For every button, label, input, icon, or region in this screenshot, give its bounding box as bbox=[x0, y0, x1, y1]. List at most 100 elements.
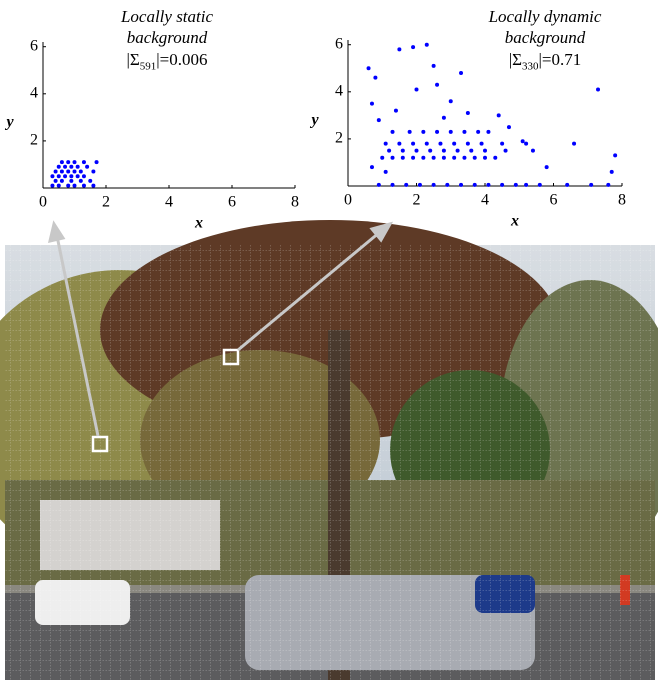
annotation-text: |=0.71 bbox=[539, 50, 582, 69]
point bbox=[418, 183, 422, 187]
point bbox=[445, 183, 449, 187]
x-axis-label: x bbox=[194, 215, 203, 232]
canvas: 02468246xy02468246xy bbox=[0, 0, 658, 680]
point bbox=[79, 179, 83, 183]
x-tick-label: 6 bbox=[550, 192, 558, 209]
point bbox=[401, 149, 405, 153]
x-axis-label: x bbox=[510, 213, 519, 230]
y-axis-label: y bbox=[4, 114, 14, 131]
point bbox=[442, 116, 446, 120]
point bbox=[387, 149, 391, 153]
point bbox=[538, 183, 542, 187]
point bbox=[66, 184, 70, 188]
point bbox=[63, 174, 67, 178]
annotation-subscript: 330 bbox=[522, 60, 539, 72]
point bbox=[54, 170, 58, 174]
point bbox=[79, 170, 83, 174]
point bbox=[69, 165, 73, 169]
point bbox=[483, 149, 487, 153]
point bbox=[469, 149, 473, 153]
point bbox=[483, 156, 487, 160]
point bbox=[73, 160, 77, 164]
point bbox=[66, 160, 70, 164]
y-tick-label: 4 bbox=[335, 82, 343, 99]
figure: 02468246xy02468246xy Locally static back… bbox=[0, 0, 658, 680]
point bbox=[459, 71, 463, 75]
point bbox=[57, 165, 61, 169]
point bbox=[69, 174, 73, 178]
point bbox=[60, 160, 64, 164]
point bbox=[504, 149, 508, 153]
point bbox=[377, 118, 381, 122]
point bbox=[596, 87, 600, 91]
x-tick-label: 8 bbox=[291, 194, 299, 211]
point bbox=[507, 125, 511, 129]
point bbox=[380, 156, 384, 160]
point bbox=[60, 170, 64, 174]
point bbox=[57, 174, 61, 178]
point bbox=[432, 64, 436, 68]
x-tick-label: 8 bbox=[618, 192, 626, 209]
point bbox=[54, 179, 58, 183]
annotation-subscript: 591 bbox=[140, 60, 157, 72]
annotation-text: |=0.006 bbox=[156, 50, 207, 69]
point bbox=[466, 142, 470, 146]
point bbox=[524, 183, 528, 187]
point bbox=[73, 184, 77, 188]
point bbox=[50, 174, 54, 178]
point bbox=[432, 183, 436, 187]
point bbox=[401, 156, 405, 160]
point bbox=[486, 130, 490, 134]
point bbox=[411, 142, 415, 146]
chart-title: Locally dynamic background bbox=[470, 6, 620, 48]
point bbox=[500, 183, 504, 187]
point bbox=[589, 183, 593, 187]
point bbox=[462, 156, 466, 160]
point bbox=[95, 160, 99, 164]
x-tick-label: 0 bbox=[39, 194, 47, 211]
point bbox=[50, 184, 54, 188]
point bbox=[452, 142, 456, 146]
point bbox=[545, 165, 549, 169]
point bbox=[514, 183, 518, 187]
y-tick-label: 6 bbox=[335, 35, 343, 52]
point bbox=[57, 184, 61, 188]
y-axis-label: y bbox=[309, 112, 319, 129]
annotation-text: |Σ bbox=[509, 50, 522, 69]
point bbox=[373, 76, 377, 80]
point bbox=[69, 179, 73, 183]
point bbox=[486, 183, 490, 187]
point bbox=[449, 130, 453, 134]
point bbox=[367, 66, 371, 70]
y-tick-label: 2 bbox=[30, 132, 38, 149]
point bbox=[435, 83, 439, 87]
point bbox=[462, 130, 466, 134]
point bbox=[459, 183, 463, 187]
point bbox=[391, 183, 395, 187]
point bbox=[391, 156, 395, 160]
photo bbox=[0, 220, 658, 680]
point bbox=[449, 99, 453, 103]
point bbox=[432, 156, 436, 160]
point bbox=[473, 183, 477, 187]
point bbox=[73, 170, 77, 174]
point bbox=[411, 45, 415, 49]
point bbox=[456, 149, 460, 153]
point bbox=[394, 109, 398, 113]
point bbox=[411, 156, 415, 160]
y-tick-label: 6 bbox=[30, 37, 38, 54]
point bbox=[425, 142, 429, 146]
chart-title: Locally static background bbox=[92, 6, 242, 48]
annotation: |Σ591|=0.006 bbox=[92, 50, 242, 72]
point bbox=[428, 149, 432, 153]
point bbox=[82, 184, 86, 188]
point bbox=[82, 160, 86, 164]
point bbox=[610, 170, 614, 174]
point bbox=[476, 130, 480, 134]
point bbox=[91, 170, 95, 174]
point bbox=[438, 142, 442, 146]
point bbox=[466, 111, 470, 115]
point bbox=[415, 87, 419, 91]
point bbox=[421, 130, 425, 134]
point bbox=[415, 149, 419, 153]
